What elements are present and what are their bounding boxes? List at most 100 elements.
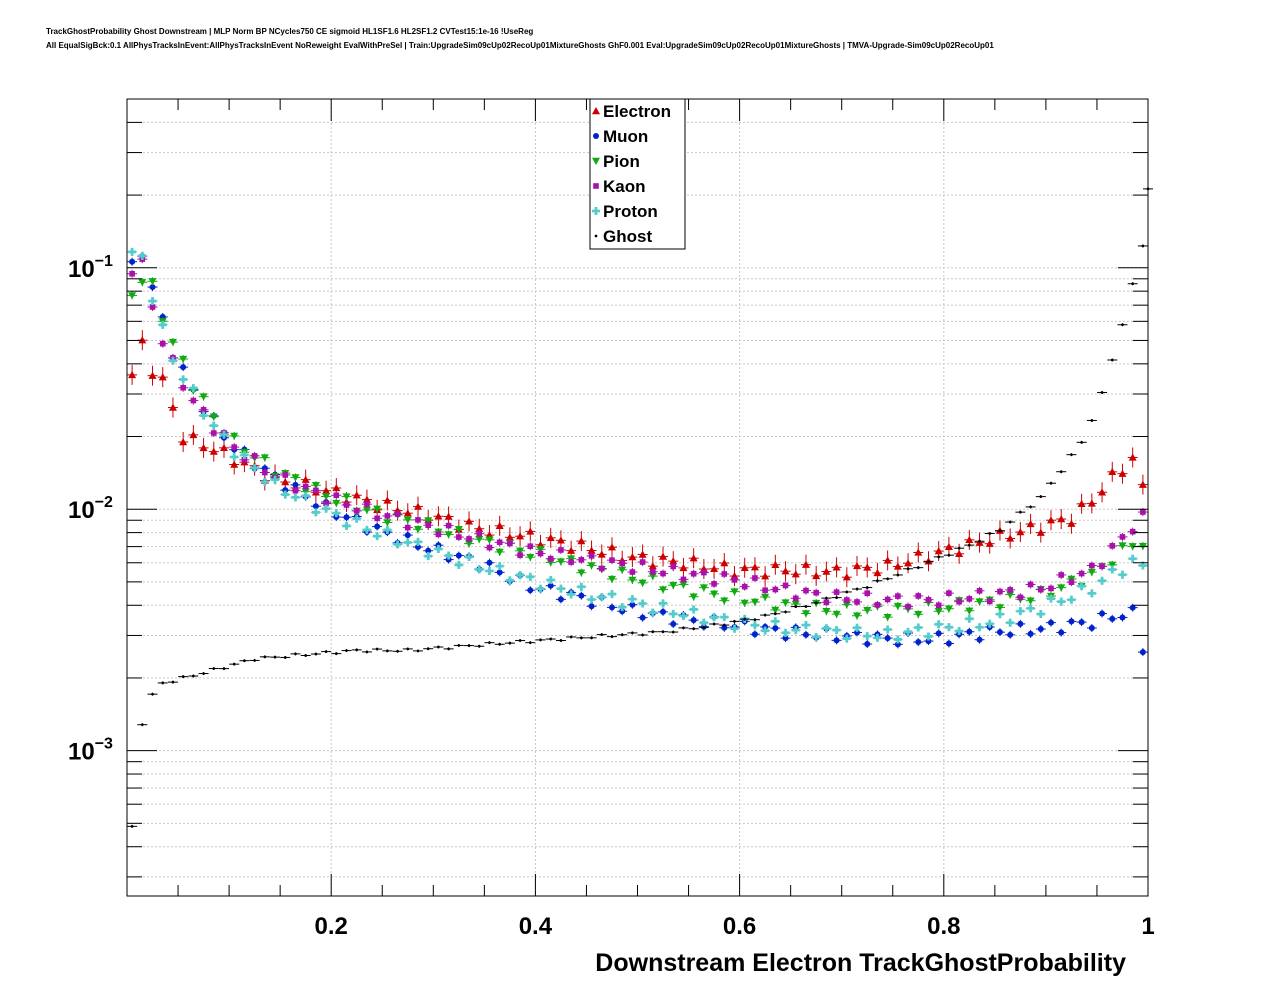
marker-square [527,543,534,550]
marker-plus [311,508,320,517]
marker-plus [934,620,943,629]
marker-square [1089,562,1095,569]
marker-square [374,515,380,522]
marker-plus [393,540,402,549]
marker-triangle [230,460,239,468]
marker-plus [985,619,994,628]
marker-triangle [801,560,810,568]
marker-dot [988,532,992,535]
marker-plus [567,590,576,599]
marker-triangle [710,564,719,573]
marker-dot [978,539,981,543]
marker-triangle-down [383,519,392,527]
marker-plus [689,605,698,614]
marker-plus [148,297,157,306]
marker-triangle-down [761,593,770,601]
marker-square [353,507,360,514]
marker-square [241,456,248,463]
marker-triangle [1098,488,1107,496]
marker-square [997,588,1003,595]
legend-item-pion: Pion [592,152,640,171]
marker-triangle [322,486,331,494]
marker-plus [1108,565,1117,574]
marker-circle [578,592,585,599]
marker-triangle-down [1108,561,1117,569]
marker-triangle-down [485,536,494,544]
marker-dot [753,618,757,622]
marker-dot [722,623,726,627]
marker-plus [1026,604,1035,613]
marker-dot [712,622,716,626]
marker-square [384,513,391,519]
marker-square [1058,572,1065,578]
marker-plus [883,625,892,634]
marker-triangle-down [995,604,1004,612]
marker-plus [1138,561,1147,570]
marker-triangle [944,542,953,551]
marker-dot [283,656,287,659]
marker-square [609,557,615,563]
marker-circle [312,503,319,510]
marker-square [180,384,186,391]
marker-dot [294,652,297,656]
marker-square [456,534,462,540]
marker-square [823,599,830,606]
data-marks [127,187,1153,828]
marker-triangle-down [475,535,484,544]
marker-square [701,569,707,576]
marker-plus [556,584,565,593]
marker-square [721,571,728,577]
marker-circle [527,587,534,594]
marker-square [593,183,599,189]
marker-circle [966,628,973,635]
marker-dot [314,652,318,656]
marker-dot [518,639,522,642]
marker-plus [1016,607,1025,616]
marker-triangle [679,563,688,572]
marker-dot [692,627,696,631]
marker-plus [505,576,514,585]
marker-triangle-down [863,606,872,615]
marker-dot [304,654,308,657]
series-muon [127,252,1148,657]
marker-plus [424,552,433,561]
marker-triangle [1067,519,1076,527]
marker-dot [508,641,512,645]
marker-triangle-down [311,482,320,490]
marker-triangle-down [914,611,923,619]
marker-triangle-down [424,517,433,525]
marker-plus [893,635,902,644]
marker-dot [416,649,420,653]
marker-dot [631,631,634,635]
marker-square [547,555,554,562]
marker-square [568,559,574,565]
marker-dot [773,612,777,616]
series-electron [127,330,1148,588]
marker-plus [1036,610,1045,619]
marker-square [813,589,819,596]
marker-plus [1087,589,1096,598]
marker-plus [454,560,463,569]
marker-square [986,598,993,605]
marker-plus [342,521,351,530]
marker-plus [475,565,484,574]
marker-dot [590,636,593,640]
marker-triangle-down [332,499,341,508]
marker-square [650,568,656,575]
marker-circle [976,636,983,643]
marker-dot [334,652,338,655]
marker-circle [833,637,840,644]
marker-triangle-down [740,599,749,607]
legend-label: Muon [603,127,648,146]
marker-square [1078,570,1085,577]
marker-circle [884,635,891,642]
marker-triangle-down [689,593,698,601]
marker-dot [426,647,430,651]
marker-plus [546,575,555,584]
marker-square [333,492,340,499]
marker-plus [924,632,933,641]
marker-dot [437,645,440,649]
marker-square [476,530,483,537]
marker-plus [801,620,810,629]
marker-plus [995,610,1004,619]
